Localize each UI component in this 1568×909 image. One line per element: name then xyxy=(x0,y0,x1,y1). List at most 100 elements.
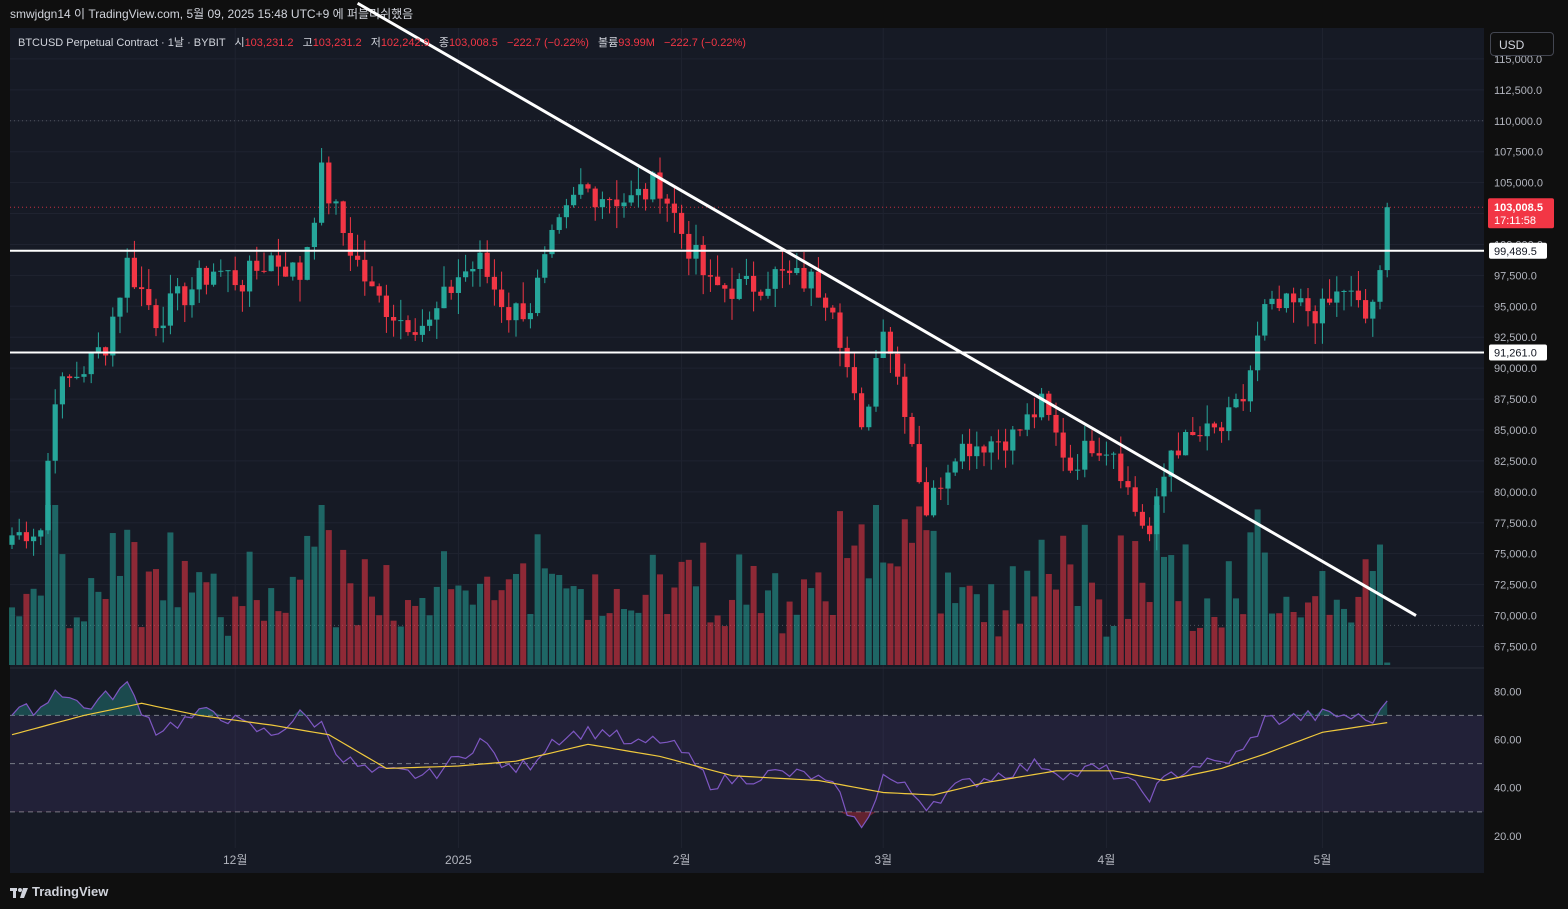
candle-body xyxy=(715,276,721,286)
price-tick-label: 115,000.0 xyxy=(1494,54,1542,66)
candle xyxy=(1197,426,1203,442)
candle xyxy=(189,277,195,318)
volume-bar xyxy=(203,582,210,665)
candle-body xyxy=(506,307,512,321)
volume-bar xyxy=(484,576,491,665)
volume-value: 93.99M xyxy=(618,37,655,49)
candle-body xyxy=(477,252,483,269)
volume-bar xyxy=(448,589,455,665)
price-tick-label: 67,500.0 xyxy=(1494,641,1537,653)
volume-bar xyxy=(491,600,498,665)
candle xyxy=(1298,288,1304,307)
candle-body xyxy=(974,446,980,457)
candle xyxy=(931,480,937,518)
candle xyxy=(261,252,267,274)
volume-bar xyxy=(995,636,1002,665)
descending-trendline xyxy=(356,1,1417,617)
volume-bar xyxy=(1218,627,1225,665)
candle xyxy=(117,297,123,334)
volume-bar xyxy=(786,601,793,665)
price-tick-label: 107,500.0 xyxy=(1494,147,1543,159)
candle-body xyxy=(1010,429,1016,451)
volume-bar xyxy=(1276,613,1283,665)
time-tick-label: 5월 xyxy=(1314,853,1332,867)
candle xyxy=(167,274,173,335)
candle xyxy=(67,374,73,388)
volume-bar xyxy=(217,617,224,665)
volume-bar xyxy=(268,588,275,665)
candle xyxy=(578,168,584,199)
candle-body xyxy=(455,277,461,293)
volume-bar xyxy=(577,589,584,665)
price-tick-label: 77,500.0 xyxy=(1494,518,1537,530)
candle xyxy=(1111,451,1117,469)
candle xyxy=(1319,288,1325,344)
volume-bar xyxy=(189,592,195,665)
volume-bar xyxy=(9,607,15,665)
volume-bar xyxy=(433,586,440,665)
candle xyxy=(830,305,836,320)
volume-bar xyxy=(592,574,599,665)
candle xyxy=(614,180,620,229)
candle xyxy=(1327,279,1333,306)
volume-bar xyxy=(376,615,383,665)
volume-bar xyxy=(297,579,303,665)
candle-body xyxy=(448,286,454,293)
volume-change-value: −222.7 (−0.22%) xyxy=(663,37,746,49)
candle-body xyxy=(1024,414,1030,430)
volume-bar xyxy=(541,568,548,665)
candle xyxy=(52,389,58,474)
volume-bar xyxy=(275,611,282,665)
volume-bar xyxy=(959,587,966,665)
volume-bar xyxy=(635,612,642,665)
candle-body xyxy=(578,184,584,195)
candle xyxy=(959,434,965,470)
candle xyxy=(405,315,411,336)
candle-body xyxy=(679,212,685,234)
candle-body xyxy=(1183,431,1189,456)
candle-body xyxy=(1161,476,1167,497)
candle-body xyxy=(326,162,332,204)
candle-body xyxy=(16,532,22,536)
rsi-tick-label: 40.00 xyxy=(1494,783,1522,795)
candle xyxy=(139,266,145,307)
candle-body xyxy=(959,443,965,462)
price-axis xyxy=(1484,28,1568,873)
candle-body xyxy=(1262,304,1268,336)
candle-body xyxy=(383,295,389,317)
candle-body xyxy=(1082,440,1088,470)
volume-bar xyxy=(1002,610,1009,665)
volume-bar xyxy=(1326,614,1333,665)
candle xyxy=(131,240,137,290)
volume-bar xyxy=(1067,564,1074,665)
tradingview-logo-icon xyxy=(10,887,28,898)
candle xyxy=(902,363,908,434)
candle xyxy=(1024,403,1030,437)
candle-body xyxy=(1147,525,1153,535)
candle xyxy=(448,279,454,300)
candle xyxy=(1219,421,1225,443)
candle-body xyxy=(333,201,339,204)
candle xyxy=(484,240,490,284)
volume-bar xyxy=(1153,505,1160,665)
time-tick-label: 3월 xyxy=(874,853,892,867)
chart-area[interactable] xyxy=(10,28,1484,873)
volume-bar xyxy=(1377,544,1383,665)
currency-button[interactable]: USD xyxy=(1490,32,1554,56)
symbol-name[interactable]: BTCUSD Perpetual Contract · 1날 · BYBIT xyxy=(18,37,226,49)
candle xyxy=(808,268,814,306)
candle-body xyxy=(1327,298,1333,303)
candle-body xyxy=(355,255,361,260)
tradingview-logo[interactable]: TradingView xyxy=(10,884,108,899)
volume-bar xyxy=(167,532,174,665)
candle-body xyxy=(1197,435,1203,437)
candle xyxy=(9,527,15,550)
candle-body xyxy=(1334,291,1340,303)
candle-body xyxy=(1118,453,1124,482)
volume-bar xyxy=(801,579,807,665)
candle-body xyxy=(153,305,159,329)
high-value: 103,231.2 xyxy=(312,37,362,49)
price-tick-label: 75,000.0 xyxy=(1494,549,1537,561)
level-price-label: 91,261.0 xyxy=(1494,348,1537,360)
